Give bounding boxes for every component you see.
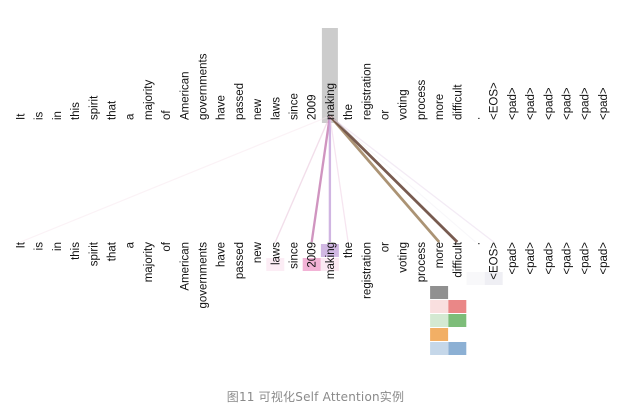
attention-link-difficult-24 bbox=[328, 115, 459, 243]
key-token-12: passed bbox=[234, 242, 246, 279]
figure-caption: 图11 可视化Self Attention实例 bbox=[226, 390, 405, 404]
key-token-7: majority bbox=[143, 242, 155, 283]
key-token-1: is bbox=[34, 242, 46, 251]
key-token-26: <EOS> bbox=[489, 242, 501, 280]
attention-link-more-23 bbox=[328, 115, 441, 243]
head-1-cell-17 bbox=[320, 244, 339, 257]
attention-link-the-18 bbox=[329, 115, 349, 243]
query-token-26: <EOS> bbox=[489, 82, 501, 120]
attention-links bbox=[20, 115, 495, 243]
key-token-10: governments bbox=[198, 242, 210, 309]
query-highlight-layer bbox=[321, 28, 338, 123]
query-token-4: spirit bbox=[88, 95, 100, 120]
head-6-cell-23 bbox=[430, 314, 449, 327]
key-token-row: It is in this spirit that a majority of American g… bbox=[16, 241, 610, 308]
key-token-19: registration bbox=[361, 242, 373, 299]
query-token-11: have bbox=[216, 95, 228, 120]
query-token-19: registration bbox=[361, 63, 373, 120]
head-5-cell-23 bbox=[430, 300, 449, 313]
head-6-cell-24 bbox=[448, 314, 467, 327]
query-token-10: governments bbox=[198, 53, 210, 120]
head-7-cell-23 bbox=[430, 328, 449, 341]
query-token-22: process bbox=[416, 79, 428, 120]
key-token-9: American bbox=[179, 242, 191, 291]
key-token-13: new bbox=[252, 241, 264, 263]
query-token-12: passed bbox=[234, 83, 246, 120]
query-token-29: <pad> bbox=[543, 87, 555, 120]
query-token-17: making bbox=[325, 83, 337, 120]
key-token-20: or bbox=[380, 242, 392, 252]
key-token-25: . bbox=[471, 242, 483, 245]
head-3-cell-26 bbox=[484, 272, 503, 285]
key-token-27: <pad> bbox=[507, 242, 519, 275]
key-token-4: spirit bbox=[88, 241, 100, 266]
attention-link-laws-14 bbox=[274, 115, 331, 243]
key-token-6: a bbox=[125, 241, 137, 248]
key-token-24: difficult bbox=[452, 241, 464, 277]
key-token-16: 2009 bbox=[307, 242, 319, 268]
key-token-3: this bbox=[70, 242, 82, 260]
query-token-6: a bbox=[125, 113, 137, 120]
query-token-27: <pad> bbox=[507, 87, 519, 120]
head-2-cell-16 bbox=[302, 258, 321, 271]
key-token-29: <pad> bbox=[543, 242, 555, 275]
head-3-cell-25 bbox=[466, 272, 485, 285]
key-token-14: laws bbox=[270, 242, 282, 265]
attention-link-it-0 bbox=[20, 115, 331, 243]
attention-link--25 bbox=[329, 115, 476, 243]
key-token-11: have bbox=[216, 242, 228, 267]
query-token-30: <pad> bbox=[562, 87, 574, 120]
attention-link-2009-16 bbox=[310, 115, 332, 243]
key-token-32: <pad> bbox=[598, 242, 610, 275]
query-token-5: that bbox=[107, 100, 119, 120]
query-token-16: 2009 bbox=[307, 94, 319, 120]
query-token-15: since bbox=[289, 93, 301, 120]
key-token-8: of bbox=[161, 241, 173, 251]
query-token-7: majority bbox=[143, 79, 155, 120]
query-token-14: laws bbox=[270, 97, 282, 120]
query-token-8: of bbox=[161, 110, 173, 120]
key-token-18: the bbox=[343, 242, 355, 258]
head-2-cell-17 bbox=[320, 258, 339, 271]
key-token-15: since bbox=[289, 242, 301, 269]
key-token-2: in bbox=[52, 242, 64, 251]
head-8-cell-24 bbox=[448, 342, 467, 355]
query-token-24: difficult bbox=[452, 84, 464, 120]
query-token-row: It is in this spirit that a majority of American g… bbox=[16, 53, 610, 120]
query-token-32: <pad> bbox=[598, 87, 610, 120]
key-token-17: making bbox=[325, 242, 337, 279]
key-token-23: more bbox=[434, 242, 446, 268]
attention-heads bbox=[266, 244, 503, 355]
query-token-highlight bbox=[321, 28, 338, 123]
query-token-1: is bbox=[34, 111, 46, 120]
query-token-25: . bbox=[471, 117, 483, 120]
head-8-cell-23 bbox=[430, 342, 449, 355]
head-4-cell-23 bbox=[430, 286, 449, 299]
head-5-cell-24 bbox=[448, 300, 467, 313]
query-token-20: or bbox=[380, 110, 392, 120]
query-token-13: new bbox=[252, 98, 264, 120]
query-token-21: voting bbox=[398, 89, 410, 120]
key-token-5: that bbox=[107, 241, 119, 261]
query-token-23: more bbox=[434, 94, 446, 120]
key-token-0: It bbox=[16, 241, 28, 248]
key-token-21: voting bbox=[398, 242, 410, 273]
key-token-22: process bbox=[416, 242, 428, 283]
query-token-2: in bbox=[52, 111, 64, 120]
query-token-3: this bbox=[70, 102, 82, 120]
key-token-30: <pad> bbox=[562, 242, 574, 275]
key-token-28: <pad> bbox=[525, 242, 537, 275]
attention-link-eos-26 bbox=[329, 115, 495, 243]
query-token-0: It bbox=[16, 113, 28, 120]
key-token-31: <pad> bbox=[580, 242, 592, 275]
query-token-18: the bbox=[343, 104, 355, 120]
query-token-31: <pad> bbox=[580, 87, 592, 120]
query-token-28: <pad> bbox=[525, 87, 537, 120]
head-2-cell-14 bbox=[266, 258, 285, 271]
query-token-9: American bbox=[179, 71, 191, 120]
